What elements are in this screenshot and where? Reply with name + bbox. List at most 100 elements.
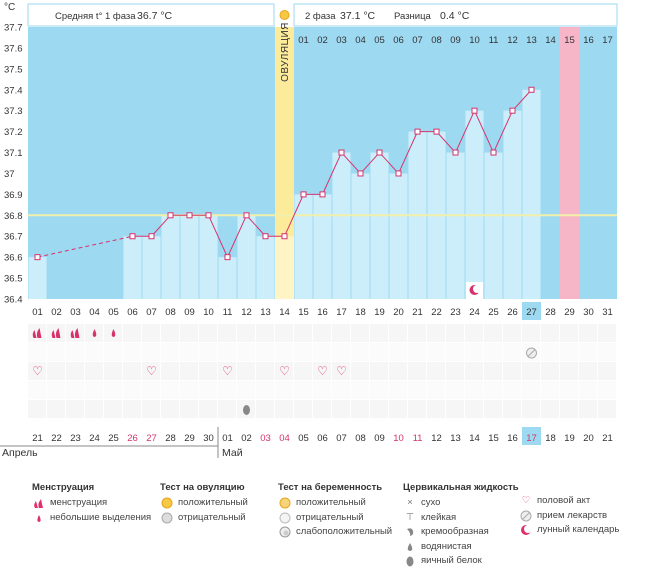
menstruation-drop-icon [55, 328, 61, 338]
symbol-cell [294, 324, 312, 342]
legend-item-sticky: ⊤ клейкая [403, 511, 519, 526]
sun-positive-icon [160, 496, 174, 516]
symbol-cell [332, 400, 350, 418]
symbol-cell [389, 324, 407, 342]
symbol-cell [313, 362, 331, 380]
temp-line-segment [151, 214, 171, 237]
symbol-cell [465, 381, 483, 399]
symbol-cell [370, 324, 388, 342]
symbol-cell [66, 381, 84, 399]
symbol-cell [47, 362, 65, 380]
symbol-cell [465, 400, 483, 418]
temp-bar [199, 215, 218, 299]
month-label: Май [222, 447, 243, 459]
calendar-date-label: 18 [545, 433, 556, 444]
month-label: Апрель [2, 447, 38, 459]
symbol-cell [503, 362, 521, 380]
symbol-cell [560, 400, 578, 418]
symbol-cell [332, 343, 350, 361]
temp-bar [218, 257, 237, 299]
symbol-cell [351, 343, 369, 361]
heart-icon: ♡ [279, 364, 290, 378]
symbol-cell [579, 362, 597, 380]
creamy-icon [403, 525, 417, 545]
y-tick-label: 36.6 [4, 253, 23, 264]
temp-bar [28, 257, 47, 299]
temp-bar [503, 110, 522, 299]
pill-icon-line [527, 349, 536, 357]
menstruation-drop-icon [74, 328, 80, 338]
symbol-cell [332, 362, 350, 380]
symbol-cell [218, 362, 236, 380]
temp-bar [123, 236, 142, 299]
symbol-cell [446, 343, 464, 361]
spotting-drop-icon [111, 329, 116, 337]
egg-white-icon [243, 405, 250, 415]
legend-item-intercourse: ♡ половой акт [519, 494, 619, 509]
symbol-cell [560, 381, 578, 399]
diff-value: 0.4 °С [440, 10, 470, 22]
temp-point [471, 107, 478, 114]
temp-line-segment [208, 215, 228, 258]
symbol-cell [484, 400, 502, 418]
symbol-cell [218, 324, 236, 342]
phase2-day-label: 02 [317, 35, 328, 46]
symbol-cell [446, 400, 464, 418]
temp-point [300, 191, 307, 198]
ovulation-sun-icon [279, 10, 290, 20]
calendar-date-label: 04 [279, 433, 290, 444]
heart-icon: ♡ [222, 364, 233, 378]
temp-point [243, 212, 250, 219]
phase2-day-label: 05 [374, 35, 385, 46]
cycle-day-label: 19 [374, 307, 385, 318]
temp-line-segment [474, 110, 494, 153]
calendar-date-label: 21 [602, 433, 613, 444]
symbol-cell [332, 324, 350, 342]
symbol-cell [275, 400, 293, 418]
temp-point [452, 149, 459, 156]
legend-item-ovtest-negative: отрицательный [160, 511, 248, 526]
symbol-cell [541, 343, 559, 361]
cycle-day-label: 27 [526, 307, 537, 318]
symbol-cell [199, 362, 217, 380]
temp-bar [370, 152, 389, 299]
symbol-cell [237, 343, 255, 361]
symbol-cell [47, 343, 65, 361]
temp-line-segment [360, 152, 380, 174]
moon-icon [519, 523, 533, 543]
symbol-cell [465, 324, 483, 342]
calendar-date-label: 10 [393, 433, 404, 444]
heart-icon: ♡ [521, 495, 531, 506]
calendar-date-label: 17 [526, 433, 537, 444]
symbol-cell [294, 400, 312, 418]
egg-white-icon [403, 554, 417, 574]
symbol-cell [484, 381, 502, 399]
legend-pregnancy-test-title: Тест на беременность [278, 482, 383, 493]
temp-point [395, 170, 402, 177]
calendar-date-label: 27 [146, 433, 157, 444]
symbol-cell [161, 362, 179, 380]
period-day-column [560, 27, 579, 299]
pill-icon [519, 509, 533, 529]
calendar-date-label: 23 [70, 433, 81, 444]
symbol-cell [104, 362, 122, 380]
calendar-date-label: 02 [241, 433, 252, 444]
symbol-cell [237, 362, 255, 380]
symbol-cell [484, 362, 502, 380]
symbol-cell [142, 343, 160, 361]
temp-bar [237, 215, 256, 299]
phase2-day-label: 15 [564, 35, 575, 46]
calendar-date-label: 14 [469, 433, 480, 444]
calendar-date-label: 30 [203, 433, 214, 444]
legend-item-medication: прием лекарств [519, 509, 619, 524]
symbol-cell [294, 381, 312, 399]
legend-pregnancy-test: Тест на беременность положительный отриц… [278, 482, 392, 540]
menstruation-drop-icon [51, 330, 56, 338]
symbol-cell [313, 381, 331, 399]
phase2-day-label: 10 [469, 35, 480, 46]
legend-item-ovtest-positive: положительный [160, 496, 248, 511]
heart-icon: ♡ [336, 364, 347, 378]
legend-item-pregtest-positive: положительный [278, 496, 392, 511]
temp-point [129, 233, 136, 240]
symbol-cell [598, 324, 616, 342]
